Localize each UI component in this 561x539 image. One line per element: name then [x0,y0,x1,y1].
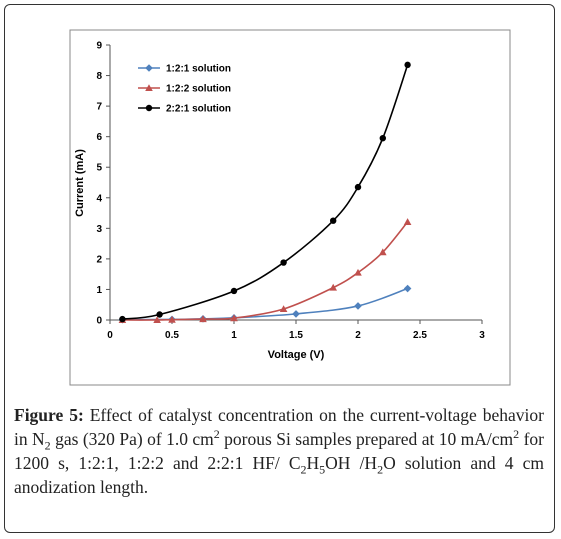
series-2-2-1-solution [119,61,411,323]
caption-sub-3: 5 [319,462,326,477]
x-tick-label: 2.5 [413,330,427,341]
data-point [403,218,412,225]
y-tick-label: 9 [96,41,102,52]
y-tick-label: 5 [96,163,102,174]
data-point [153,316,161,324]
data-point [292,310,300,318]
x-tick-label: 2 [355,330,361,341]
legend-label: 1:2:1 solution [166,64,231,75]
caption-text-5: H [306,453,320,473]
data-point [330,217,337,224]
legend-entry: 1:2:1 solution [138,64,231,75]
caption-text-2: gas (320 Pa) of 1.0 cm [50,429,214,449]
y-tick-label: 2 [96,254,102,265]
data-point [279,305,288,313]
data-point [379,248,387,256]
figure-label: Figure 5: [14,405,84,425]
data-point [403,284,412,293]
data-point [329,283,337,291]
figure-caption: Figure 5: Effect of catalyst concentrati… [14,403,544,499]
data-point [404,61,411,69]
x-tick-label: 0 [107,330,113,341]
y-tick-label: 1 [96,285,102,296]
caption-text-4: for 1200 s, 1:2:1, 1:2:2 and 2:2:1 HF/ C [14,429,544,473]
data-point [230,314,238,322]
data-point [199,315,207,323]
x-tick-label: 0.5 [165,330,179,341]
caption-sub-4: 2 [377,462,384,477]
caption-sup-2: 2 [513,427,520,442]
y-tick-label: 3 [96,224,102,235]
legend-label: 2:2:1 solution [166,104,231,115]
y-tick-label: 7 [96,102,102,113]
legend-marker [145,64,153,72]
data-point [354,268,362,276]
data-point [280,259,287,266]
y-tick-label: 6 [96,132,102,143]
chart-box [69,29,511,386]
legend-entry: 1:2:2 solution [138,84,231,95]
data-point [156,311,163,318]
y-axis-title: Current (mA) [74,149,86,217]
caption-sup-1: 2 [213,427,220,442]
series [118,61,412,324]
legend-marker [145,84,153,92]
legend-marker [145,104,153,112]
data-point [354,183,362,191]
caption-sub-2: 2 [300,462,307,477]
y-tick-label: 4 [96,193,102,204]
caption-text-7: O solution and 4 cm anodization length. [14,453,545,497]
y-tick-label: 0 [96,316,102,327]
data-point [119,315,126,323]
legend-label: 1:2:2 solution [166,84,231,95]
data-point [230,287,238,295]
caption-text-6: OH /H [325,453,378,473]
x-tick-label: 3 [479,330,485,341]
series-1-2-2-solution [118,218,412,324]
series-line [122,221,409,321]
caption-text-1: Effect of catalyst concentration on the … [14,405,544,449]
x-tick-label: 1.5 [289,330,303,341]
data-point [379,134,386,142]
y-tick-label: 8 [96,71,102,82]
x-axis-title: Voltage (V) [268,349,325,361]
data-point [168,315,176,323]
legend-entry: 2:2:1 solution [138,104,231,115]
data-point [354,302,362,310]
legend: 1:2:1 solution 1:2:2 solution 2:2:1 soluti… [138,64,231,115]
x-tick-label: 1 [231,330,237,341]
caption-sub-1: 2 [44,438,51,453]
caption-text-3: porous Si samples prepared at 10 mA/cm [219,429,514,449]
